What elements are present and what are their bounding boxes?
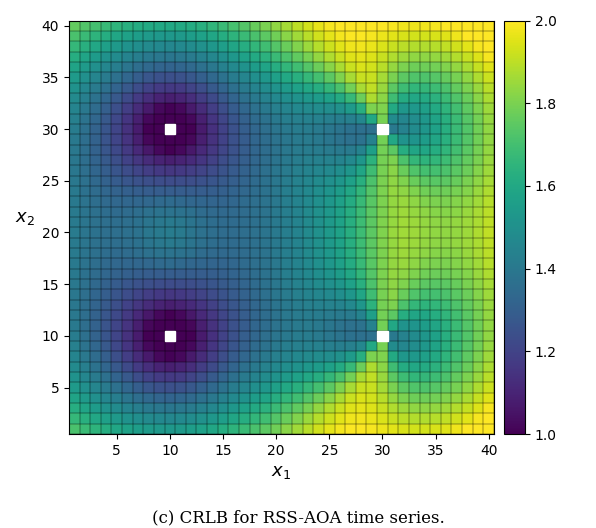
- Y-axis label: $x_2$: $x_2$: [15, 209, 35, 227]
- Bar: [164, 124, 175, 134]
- Bar: [164, 331, 175, 341]
- Text: (c) CRLB for RSS-AOA time series.: (c) CRLB for RSS-AOA time series.: [151, 510, 445, 527]
- X-axis label: $x_1$: $x_1$: [271, 464, 291, 482]
- Bar: [377, 124, 388, 134]
- Bar: [377, 331, 388, 341]
